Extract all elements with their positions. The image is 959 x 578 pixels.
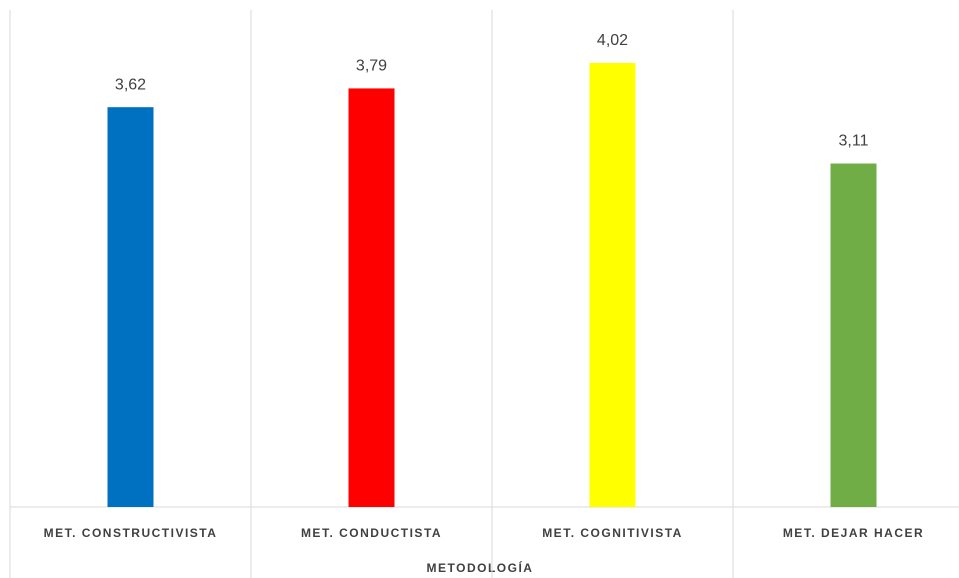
bar	[348, 88, 395, 507]
data-label: 3,79	[356, 58, 387, 75]
x-tick-label: MET. DEJAR HACER	[783, 526, 924, 540]
data-label: 4,02	[597, 32, 628, 49]
data-label: 3,11	[839, 133, 869, 150]
x-tick-label: MET. CONSTRUCTIVISTA	[44, 526, 218, 540]
data-label: 3,62	[115, 76, 146, 93]
x-tick-label: MET. CONDUCTISTA	[301, 526, 442, 540]
bar	[830, 163, 877, 508]
x-tick-label: MET. COGNITIVISTA	[542, 526, 683, 540]
bar	[107, 107, 154, 508]
x-axis-title: METODOLOGÍA	[427, 560, 534, 575]
bar	[589, 63, 636, 507]
